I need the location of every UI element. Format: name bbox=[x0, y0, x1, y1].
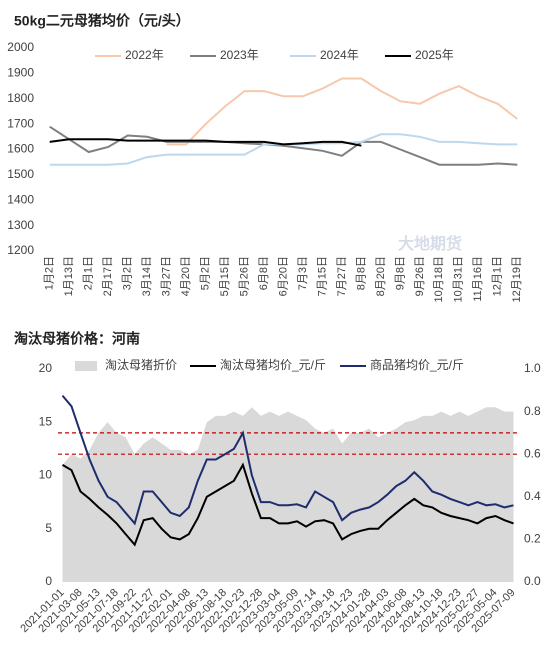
x-tick-label: 3月27日 bbox=[161, 256, 173, 296]
legend-label: 2025年 bbox=[415, 48, 454, 62]
y-tick-label: 1800 bbox=[7, 91, 34, 105]
x-tick-label: 10月18日 bbox=[433, 256, 445, 302]
series-line bbox=[61, 462, 514, 547]
x-tick-label: 4月20日 bbox=[180, 256, 192, 296]
y2-tick-label: 1.0 bbox=[524, 361, 541, 375]
series-line bbox=[49, 125, 518, 166]
y-tick-label: 1500 bbox=[7, 167, 34, 181]
x-tick-label: 8月8日 bbox=[355, 256, 367, 290]
y2-tick-label: 0.0 bbox=[524, 574, 541, 588]
x-tick-label: 8月20日 bbox=[375, 256, 387, 296]
x-tick-label: 9月8日 bbox=[394, 256, 406, 290]
y-tick-label: 0 bbox=[45, 574, 52, 588]
legend-label: 淘汰母猪折价 bbox=[105, 357, 177, 372]
y-tick-label: 1600 bbox=[7, 142, 34, 156]
x-tick-label: 5月26日 bbox=[238, 256, 250, 296]
x-tick-label: 3月14日 bbox=[141, 256, 153, 296]
x-tick-label: 12月1日 bbox=[492, 256, 504, 296]
series-line bbox=[49, 133, 518, 166]
x-tick-label: 1月13日 bbox=[63, 256, 75, 296]
x-tick-label: 2月17日 bbox=[102, 256, 114, 296]
y-tick-label: 20 bbox=[39, 361, 53, 375]
y-tick-label: 1700 bbox=[7, 116, 34, 130]
x-tick-label: 7月27日 bbox=[336, 256, 348, 296]
legend-swatch bbox=[75, 361, 97, 371]
x-tick-label: 5月15日 bbox=[219, 256, 231, 296]
series-area bbox=[62, 407, 514, 582]
x-tick-label: 10月31日 bbox=[453, 256, 465, 302]
x-tick-label: 1月2日 bbox=[44, 256, 56, 290]
legend-label: 商品猪均价_元/斤 bbox=[370, 357, 464, 372]
chart-title: 淘汰母猪价格：河南 bbox=[14, 331, 140, 347]
x-tick-label: 3月2日 bbox=[122, 256, 134, 290]
y2-tick-label: 0.6 bbox=[524, 446, 541, 460]
legend-label: 2022年 bbox=[125, 48, 164, 62]
y-tick-label: 2000 bbox=[7, 40, 34, 54]
y-tick-label: 10 bbox=[39, 468, 53, 482]
y-tick-label: 1400 bbox=[7, 192, 34, 206]
x-tick-label: 7月15日 bbox=[316, 256, 328, 296]
x-tick-label: 9月26日 bbox=[414, 256, 426, 296]
series-line bbox=[49, 138, 362, 147]
x-tick-label: 7月3日 bbox=[297, 256, 309, 290]
x-tick-label: 2月1日 bbox=[83, 256, 95, 290]
y2-tick-label: 0.8 bbox=[524, 404, 541, 418]
series-line bbox=[166, 77, 518, 146]
y-tick-label: 1900 bbox=[7, 66, 34, 80]
y2-tick-label: 0.2 bbox=[524, 532, 541, 546]
chart-title: 50kg二元母猪均价（元/头） bbox=[14, 13, 190, 29]
x-tick-label: 11月16日 bbox=[472, 256, 484, 302]
x-tick-label: 12月19日 bbox=[511, 256, 523, 302]
y-tick-label: 1300 bbox=[7, 218, 34, 232]
watermark: 大地期货 bbox=[398, 234, 462, 253]
series-line bbox=[61, 394, 514, 526]
y-tick-label: 15 bbox=[39, 414, 53, 428]
y-tick-label: 1200 bbox=[7, 243, 34, 257]
x-tick-label: 6月8日 bbox=[258, 256, 270, 290]
x-tick-label: 6月20日 bbox=[277, 256, 289, 296]
x-tick-label: 5月2日 bbox=[199, 256, 211, 290]
legend-label: 淘汰母猪均价_元/斤 bbox=[220, 358, 326, 372]
legend-label: 2023年 bbox=[220, 48, 259, 62]
y2-tick-label: 0.4 bbox=[524, 489, 541, 503]
y-tick-label: 5 bbox=[45, 521, 52, 535]
legend-label: 2024年 bbox=[320, 48, 359, 62]
